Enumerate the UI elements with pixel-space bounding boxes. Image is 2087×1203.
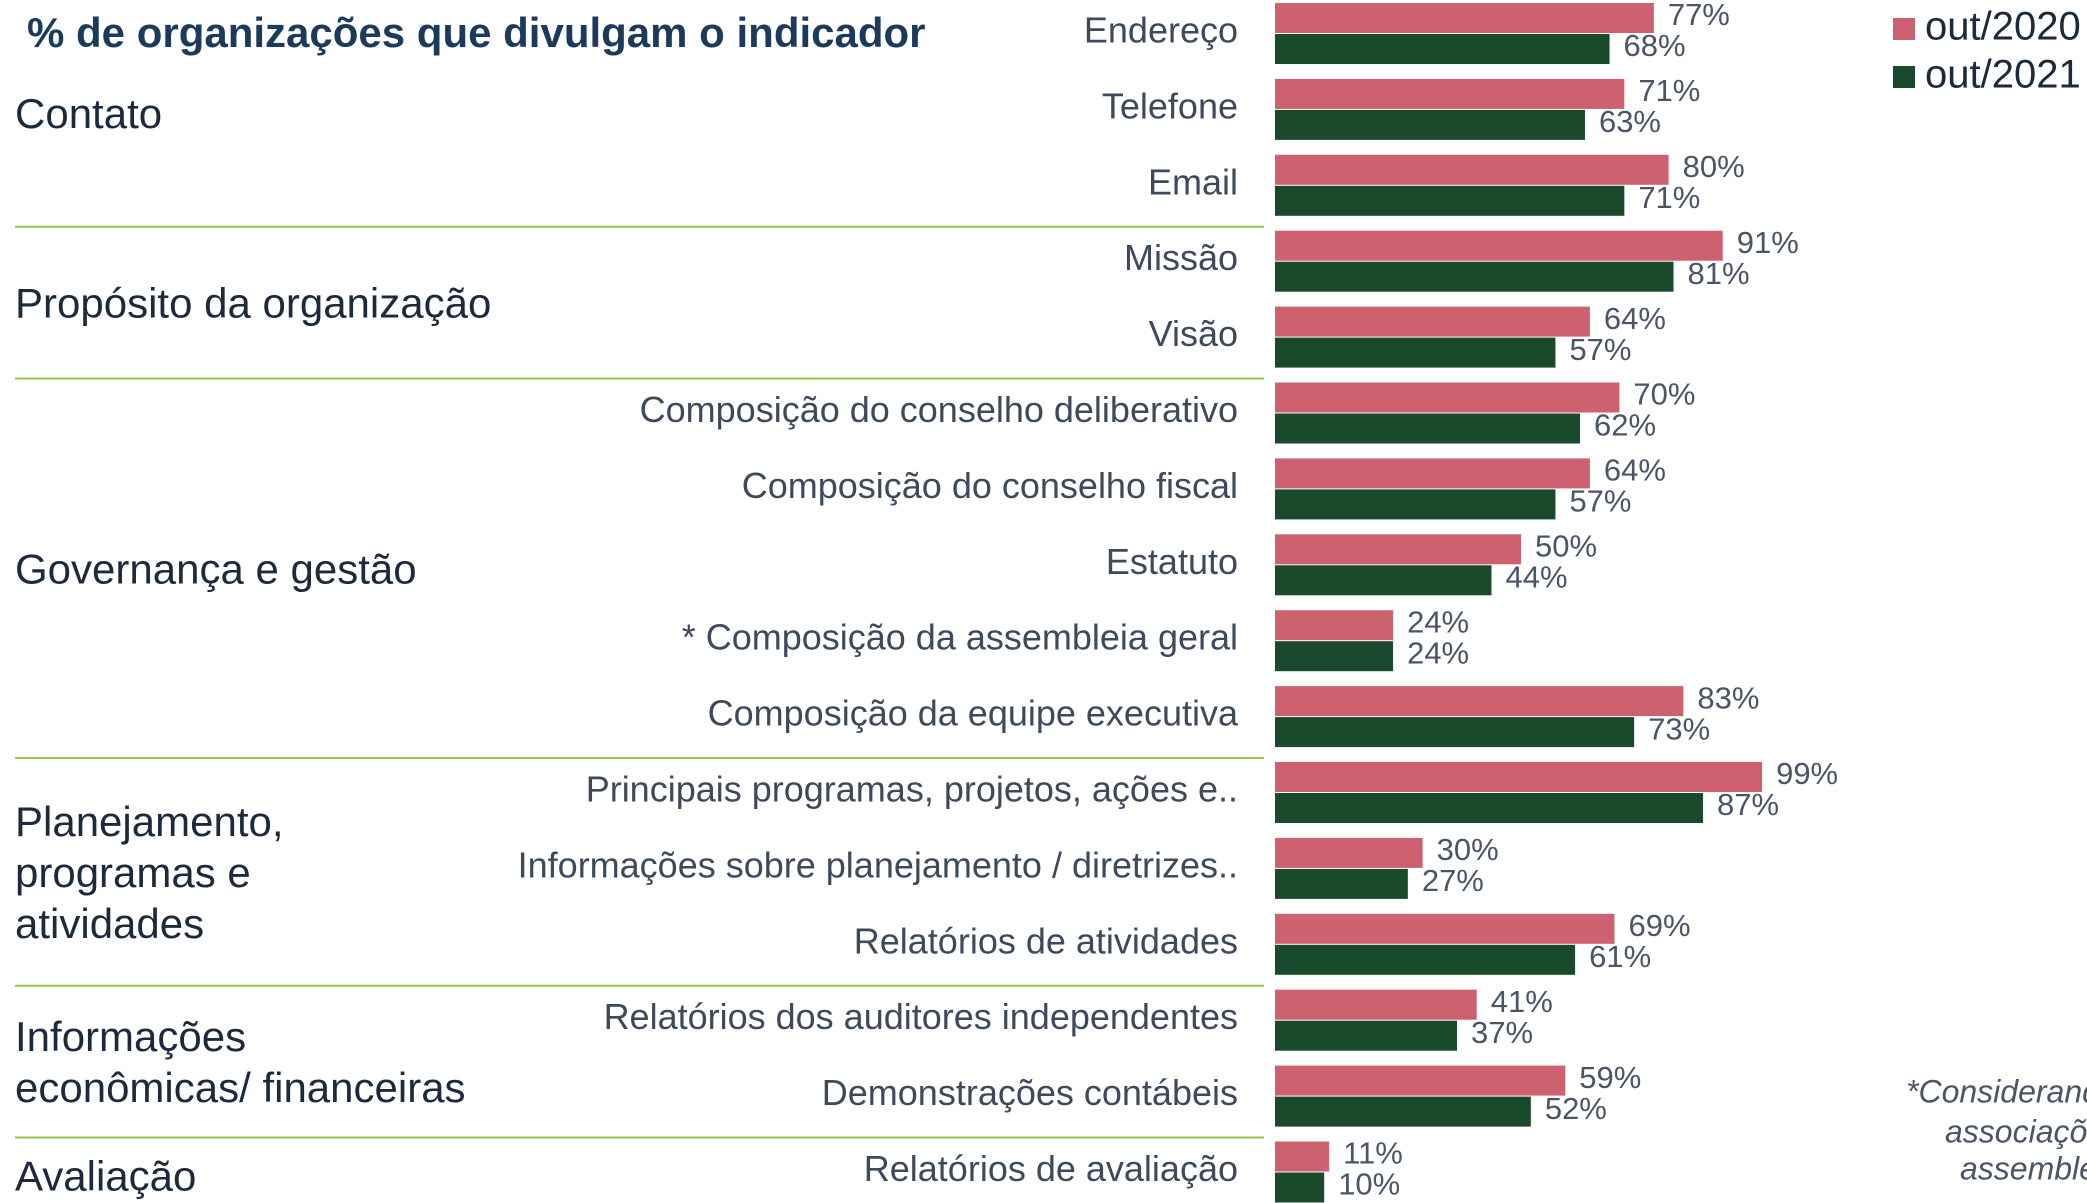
group-label: Planejamento, xyxy=(15,798,284,845)
footnote: associaçõ xyxy=(1945,1113,2087,1149)
chart-title: % de organizações que divulgam o indicad… xyxy=(27,9,926,56)
value-label: 41% xyxy=(1491,984,1553,1019)
value-label: 52% xyxy=(1545,1091,1607,1126)
bar xyxy=(1275,1172,1325,1203)
group-label: Informações xyxy=(15,1013,246,1060)
value-label: 91% xyxy=(1737,225,1799,260)
value-label: 81% xyxy=(1688,256,1750,291)
group-label: programas e xyxy=(15,849,251,896)
category-label: Estatuto xyxy=(1106,541,1238,582)
category-label: Email xyxy=(1148,161,1238,202)
bar xyxy=(1275,230,1723,261)
category-label: Missão xyxy=(1124,237,1238,278)
value-label: 77% xyxy=(1668,0,1730,32)
group-label: Propósito da organização xyxy=(15,280,491,327)
legend-swatch xyxy=(1893,18,1915,40)
value-label: 57% xyxy=(1569,484,1631,519)
bar xyxy=(1275,1065,1566,1096)
bar xyxy=(1275,868,1408,899)
category-label: Visão xyxy=(1149,313,1238,354)
value-label: 64% xyxy=(1604,453,1666,488)
bar xyxy=(1275,306,1590,337)
bar xyxy=(1275,185,1625,216)
value-label: 99% xyxy=(1776,756,1838,791)
bar xyxy=(1275,337,1556,368)
value-label: 44% xyxy=(1505,559,1567,594)
bar xyxy=(1275,1020,1458,1051)
bar xyxy=(1275,489,1556,520)
group-label: atividades xyxy=(15,900,204,947)
legend-label: out/2021 xyxy=(1925,53,2081,97)
value-label: 63% xyxy=(1599,104,1661,139)
value-label: 50% xyxy=(1535,528,1597,563)
category-label: Relatórios dos auditores independentes xyxy=(604,996,1238,1037)
group-label: Contato xyxy=(15,90,162,137)
value-label: 10% xyxy=(1338,1167,1400,1202)
bar xyxy=(1275,1141,1330,1172)
category-label: Endereço xyxy=(1084,10,1238,51)
value-label: 64% xyxy=(1604,301,1666,336)
bar xyxy=(1275,565,1492,596)
bar xyxy=(1275,413,1581,444)
bar xyxy=(1275,989,1477,1020)
bar xyxy=(1275,3,1654,33)
bar xyxy=(1275,109,1585,140)
value-label: 24% xyxy=(1407,635,1469,670)
value-label: 59% xyxy=(1579,1060,1641,1095)
bar xyxy=(1275,78,1625,109)
value-label: 30% xyxy=(1437,832,1499,867)
bar xyxy=(1275,944,1576,975)
bar xyxy=(1275,641,1394,672)
category-label: Composição do conselho deliberativo xyxy=(640,389,1238,430)
value-label: 11% xyxy=(1343,1136,1403,1171)
legend-swatch xyxy=(1893,66,1915,88)
value-label: 24% xyxy=(1407,604,1469,639)
value-label: 83% xyxy=(1697,680,1759,715)
value-label: 68% xyxy=(1624,28,1686,63)
value-label: 71% xyxy=(1638,73,1700,108)
category-label: * Composição da assembleia geral xyxy=(682,617,1238,658)
value-label: 73% xyxy=(1648,711,1710,746)
bar xyxy=(1275,261,1674,292)
footnote: assemble xyxy=(1960,1150,2087,1186)
group-label: Avaliação xyxy=(15,1153,196,1200)
value-label: 80% xyxy=(1683,149,1745,184)
legend-label: out/2020 xyxy=(1925,5,2081,49)
category-label: Principais programas, projetos, ações e.… xyxy=(586,769,1238,810)
category-label: Relatórios de atividades xyxy=(854,920,1238,961)
value-label: 37% xyxy=(1471,1015,1533,1050)
value-label: 70% xyxy=(1633,377,1695,412)
category-label: Relatórios de avaliação xyxy=(864,1148,1238,1189)
category-label: Telefone xyxy=(1102,85,1238,126)
footnote: *Considerand xyxy=(1906,1073,2087,1109)
value-label: 57% xyxy=(1569,332,1631,367)
value-label: 71% xyxy=(1638,180,1700,215)
bar xyxy=(1275,610,1394,641)
bar xyxy=(1275,793,1704,823)
value-label: 69% xyxy=(1628,908,1690,943)
bar xyxy=(1275,717,1635,748)
bar xyxy=(1275,762,1763,792)
bar xyxy=(1275,382,1620,413)
value-label: 27% xyxy=(1422,863,1484,898)
bar xyxy=(1275,837,1423,868)
category-label: Demonstrações contábeis xyxy=(822,1072,1238,1113)
value-label: 61% xyxy=(1589,939,1651,974)
bar xyxy=(1275,1096,1531,1127)
group-label: Governança e gestão xyxy=(15,545,417,592)
bar xyxy=(1275,686,1684,717)
group-label: econômicas/ financeiras xyxy=(15,1064,466,1111)
value-label: 62% xyxy=(1594,408,1656,443)
category-label: Composição do conselho fiscal xyxy=(742,465,1238,506)
bar xyxy=(1275,458,1590,489)
bar xyxy=(1275,154,1669,185)
bar xyxy=(1275,534,1521,565)
category-label: Informações sobre planejamento / diretri… xyxy=(518,844,1238,885)
bar xyxy=(1275,913,1615,944)
category-label: Composição da equipe executiva xyxy=(708,693,1239,734)
value-label: 87% xyxy=(1717,787,1779,822)
bar xyxy=(1275,34,1610,64)
